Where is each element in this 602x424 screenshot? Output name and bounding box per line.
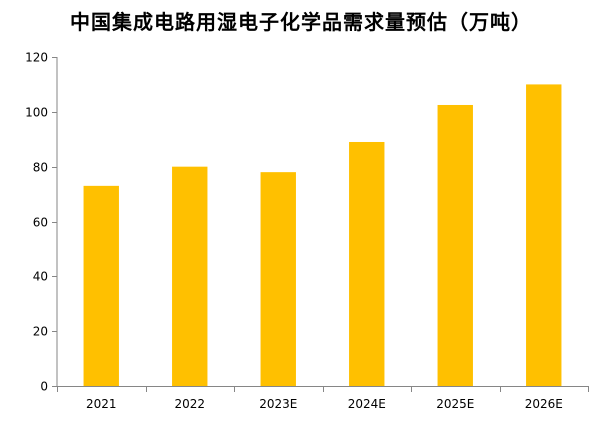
y-tick-label: 60 (33, 216, 48, 230)
y-tick-label: 80 (33, 161, 48, 175)
x-tick-label: 2022 (174, 397, 205, 411)
bar-2026E (526, 84, 562, 387)
bar-2023E (260, 172, 296, 386)
x-tick-label: 2024E (348, 397, 386, 411)
bar-2022 (172, 166, 208, 386)
x-tick-label: 2021 (86, 397, 117, 411)
y-tick-label: 120 (25, 51, 48, 65)
y-axis: 0 20 40 60 80 100 120 (25, 51, 58, 394)
bar-2021 (83, 185, 119, 386)
x-axis: 2021 2022 2023E 2024E 2025E 2026E (57, 386, 589, 411)
y-tick-label: 0 (40, 380, 48, 394)
y-tick-label: 20 (33, 325, 48, 339)
bar-2025E (437, 104, 473, 387)
y-tick-label: 100 (25, 106, 48, 120)
bars (83, 84, 562, 387)
x-tick-label: 2026E (525, 397, 563, 411)
x-tick-label: 2023E (259, 397, 297, 411)
y-tick-label: 40 (33, 270, 48, 284)
x-tick-label: 2025E (436, 397, 474, 411)
chart-title: 中国集成电路用湿电子化学品需求量预估（万吨） (70, 10, 532, 34)
bar-2024E (349, 141, 385, 386)
